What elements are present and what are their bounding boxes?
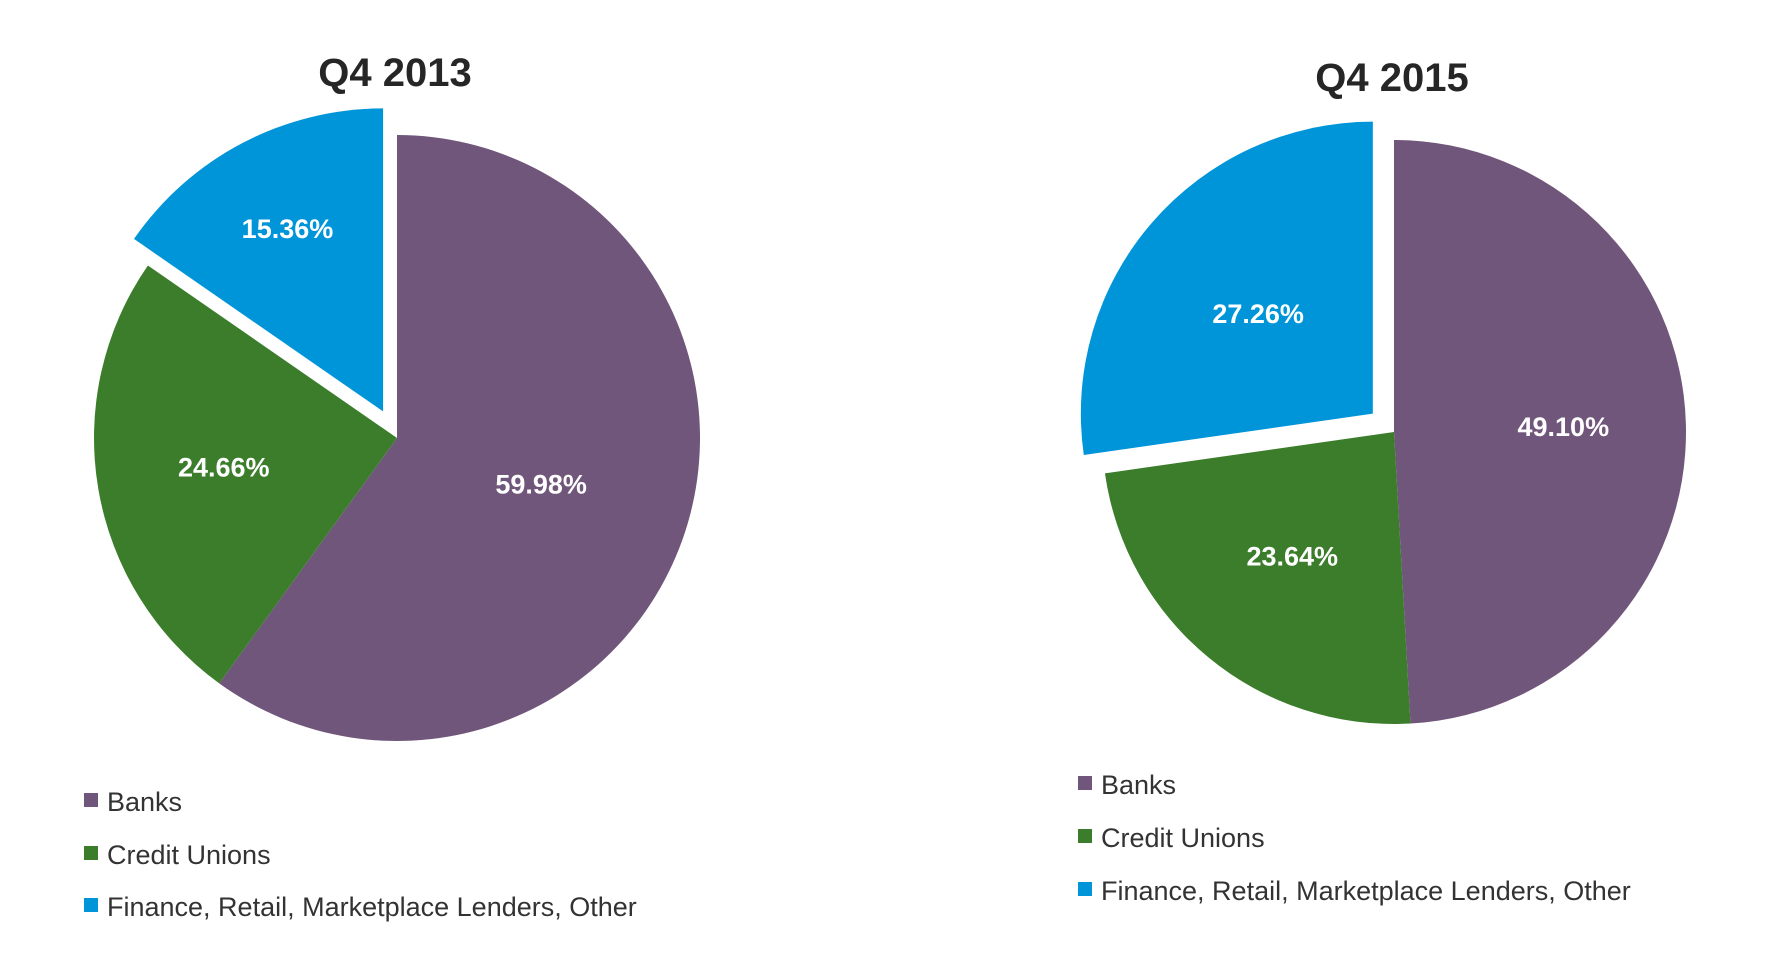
pie-slice-banks: [1394, 140, 1686, 724]
legend-label-finance-other: Finance, Retail, Marketplace Lenders, Ot…: [1101, 876, 1631, 906]
slice-label-finance-other: 15.36%: [242, 214, 334, 244]
pie-slices: [1080, 121, 1686, 724]
pie-slice-finance-other: [133, 108, 384, 412]
pie-chart-q4-2015: Q4 2015 49.10% 23.64% 27.26% Banks Credit …: [1078, 56, 1686, 906]
legend: Banks Credit Unions Finance, Retail, Mar…: [84, 787, 637, 922]
slice-label-finance-other: 27.26%: [1212, 299, 1304, 329]
pie-slices: [93, 108, 701, 741]
legend-label-banks: Banks: [107, 787, 182, 817]
legend-swatch-credit-unions: [84, 846, 98, 860]
pie-chart-q4-2013: Q4 2013 59.98% 24.66% 15.36% Banks Credit …: [84, 51, 701, 922]
slice-label-credit-unions: 23.64%: [1246, 541, 1338, 571]
legend-label-banks: Banks: [1101, 770, 1176, 800]
chart-title: Q4 2013: [318, 51, 471, 95]
legend-swatch-finance-other: [1078, 882, 1092, 896]
slice-label-banks: 59.98%: [495, 470, 587, 500]
pie-slice-credit-unions: [1104, 432, 1411, 724]
legend-swatch-banks: [84, 793, 98, 807]
legend-swatch-credit-unions: [1078, 829, 1092, 843]
slice-label-credit-unions: 24.66%: [178, 453, 270, 483]
chart-title: Q4 2015: [1315, 56, 1468, 100]
slice-labels: 59.98% 24.66% 15.36%: [178, 214, 587, 500]
legend-label-credit-unions: Credit Unions: [1101, 823, 1265, 853]
legend-label-finance-other: Finance, Retail, Marketplace Lenders, Ot…: [107, 892, 637, 922]
pie-slice-credit-unions: [93, 265, 398, 684]
slice-label-banks: 49.10%: [1518, 412, 1610, 442]
legend-swatch-banks: [1078, 776, 1092, 790]
legend-label-credit-unions: Credit Unions: [107, 840, 271, 870]
pie-slice-banks: [219, 135, 701, 741]
slice-labels: 49.10% 23.64% 27.26%: [1212, 299, 1609, 571]
legend: Banks Credit Unions Finance, Retail, Mar…: [1078, 770, 1631, 906]
pie-slice-finance-other: [1080, 121, 1373, 455]
legend-swatch-finance-other: [84, 898, 98, 912]
